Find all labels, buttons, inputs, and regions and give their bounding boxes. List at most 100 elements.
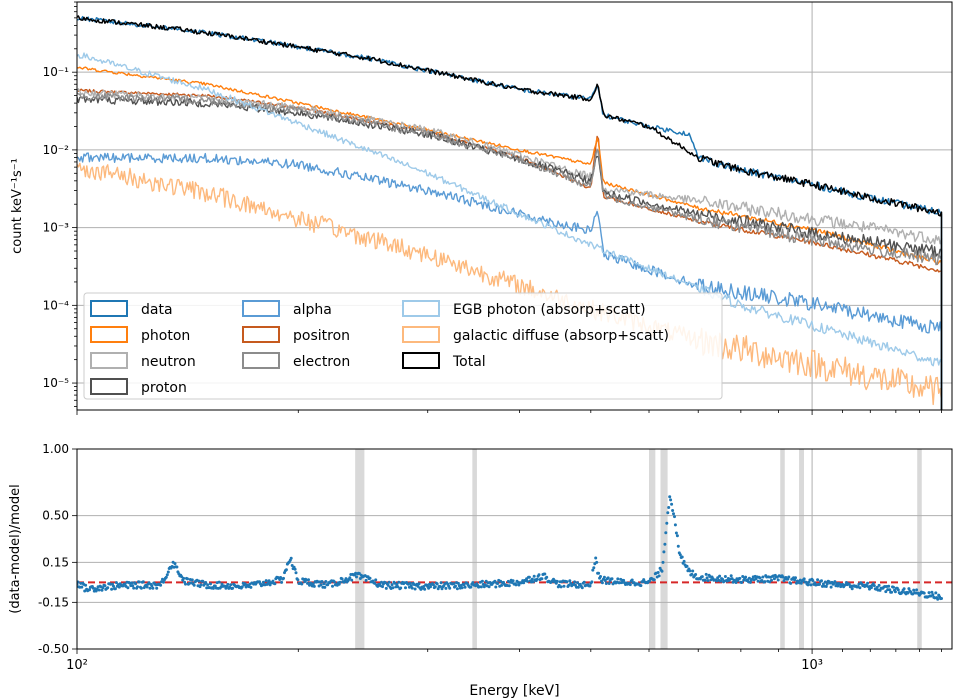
residual-point [151, 586, 155, 590]
residual-point [264, 579, 268, 583]
residual-point [103, 584, 107, 588]
residual-point [776, 578, 780, 582]
residual-point [706, 579, 710, 583]
residual-point [829, 585, 833, 589]
residual-point [397, 580, 401, 584]
residual-point [526, 579, 529, 583]
masked-band [355, 449, 365, 649]
residual-point [126, 586, 130, 590]
residual-point [912, 588, 916, 592]
top-series [77, 15, 943, 410]
residual-point [433, 585, 437, 589]
residual-point [562, 584, 566, 588]
residual-point [117, 585, 121, 589]
residual-point [182, 576, 186, 580]
residual-point [123, 582, 127, 586]
residual-point [756, 579, 760, 583]
residual-point [811, 579, 815, 582]
residual-point [836, 584, 840, 588]
bottom-grid [76, 448, 952, 650]
residual-point [340, 577, 344, 581]
residual-point [680, 555, 684, 559]
residual-point [802, 577, 806, 581]
residual-point [100, 588, 104, 592]
residual-point [209, 582, 212, 586]
series-line-neutron [77, 88, 943, 410]
legend-item-proton: proton [90, 378, 187, 396]
residual-point [907, 587, 911, 591]
residual-point [159, 583, 163, 587]
residual-point [582, 580, 586, 584]
residual-point [226, 582, 230, 586]
residual-point [545, 575, 549, 579]
residual-point [261, 580, 265, 584]
residual-point [690, 572, 694, 576]
legend-item-egb-photon-absorp-scatt: EGB photon (absorp+scatt) [402, 300, 646, 318]
residual-point [184, 582, 187, 586]
residual-point [816, 578, 820, 582]
bottom-panel: 1.00 0.50 0.15 -0.15 -0.50 10² 10³ Energy [keV]… [8, 442, 953, 699]
top-y-tick-label: 10⁻⁴ [43, 298, 70, 312]
masked-band [649, 449, 656, 649]
legend-swatch [242, 300, 280, 317]
residual-point [423, 587, 427, 591]
residual-point [463, 585, 467, 589]
residual-point [136, 585, 139, 589]
residual-point [592, 566, 596, 570]
residual-point [740, 581, 744, 584]
residual-point [273, 582, 277, 586]
residual-point [893, 590, 897, 594]
legend-item-neutron: neutron [90, 352, 196, 370]
residual-point [431, 583, 435, 587]
residual-point [110, 587, 114, 591]
legend-label: data [141, 302, 173, 318]
residual-point [748, 580, 752, 584]
residual-point [357, 572, 361, 575]
residual-point [323, 585, 327, 589]
bottom-y-tick-label: -0.15 [38, 595, 69, 609]
residual-point [669, 498, 673, 502]
residual-point [594, 556, 598, 560]
residual-point [694, 573, 698, 576]
residual-point [682, 559, 686, 563]
residual-point [821, 582, 825, 586]
residual-point [630, 578, 634, 582]
residual-point [97, 588, 101, 592]
residual-point [148, 586, 152, 590]
bottom-y-tick-label: 0.15 [42, 555, 69, 569]
masked-band [780, 449, 785, 649]
residual-point [83, 589, 87, 593]
legend-label: neutron [141, 354, 196, 370]
bottom-y-tick-label: 1.00 [42, 442, 69, 456]
residual-point [355, 575, 358, 579]
residual-point [738, 576, 742, 580]
residual-point [700, 575, 704, 579]
residual-point [833, 580, 837, 584]
residual-point [671, 509, 675, 512]
residual-point [487, 585, 491, 589]
residual-point [211, 586, 215, 590]
residual-point [284, 568, 288, 572]
residual-point [567, 583, 571, 587]
residual-point [249, 585, 253, 589]
residual-point [384, 586, 388, 590]
residual-point [132, 586, 136, 590]
residual-point [744, 575, 748, 579]
residual-point [576, 585, 580, 589]
residual-point [293, 567, 297, 571]
residual-point [229, 583, 233, 587]
residual-point [685, 564, 689, 568]
residual-point [758, 576, 762, 580]
residual-point [507, 584, 511, 588]
residual-point [374, 578, 378, 582]
residual-point [930, 590, 934, 594]
residual-point [231, 586, 235, 590]
residual-point [719, 579, 723, 583]
masked-bands [355, 449, 922, 649]
residual-point [84, 583, 88, 587]
residual-point [936, 597, 940, 601]
residual-point [307, 578, 310, 582]
residual-point [931, 593, 935, 597]
residual-point [866, 581, 870, 585]
